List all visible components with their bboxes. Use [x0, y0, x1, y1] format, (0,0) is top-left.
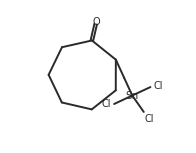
Text: Cl: Cl	[145, 114, 154, 124]
Text: Cl: Cl	[153, 81, 163, 91]
Text: Cl: Cl	[102, 99, 111, 109]
Text: Sn: Sn	[126, 91, 139, 101]
Text: O: O	[93, 17, 100, 26]
